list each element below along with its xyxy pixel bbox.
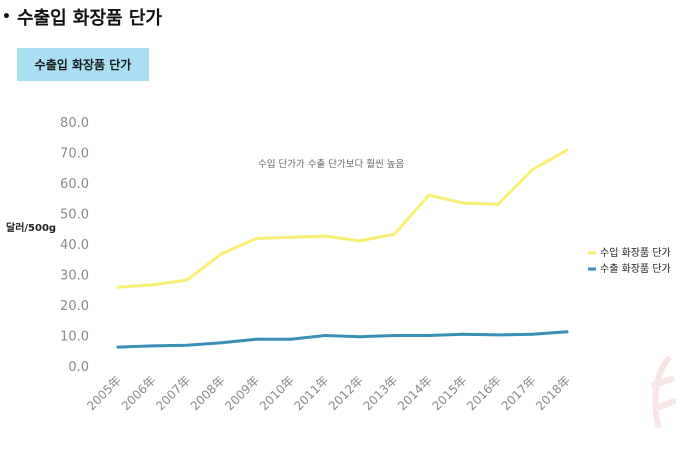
y-tick-label: 20.0 (60, 299, 89, 314)
y-tick-label: 70.0 (60, 147, 89, 162)
data-point-export (116, 345, 120, 349)
data-point-export (323, 334, 327, 337)
x-tick-label: 2007年 (153, 373, 193, 413)
y-tick-label: 30.0 (60, 269, 89, 284)
data-point-import (151, 283, 155, 287)
x-tick-label: 2011年 (291, 373, 331, 413)
x-axis: 2005年2006年2007年2008年2009年2010年2011年2012年… (84, 373, 573, 413)
x-tick-label: 2014年 (395, 373, 435, 413)
y-tick-label: 80.0 (60, 116, 89, 131)
page-title-text: 수출입 화장품 단가 (16, 8, 162, 29)
data-point-import (565, 148, 569, 152)
y-tick-label: 10.0 (60, 330, 89, 345)
data-point-import (358, 239, 362, 243)
x-tick-label: 2010年 (257, 373, 297, 413)
data-point-export (151, 344, 155, 348)
data-point-export (358, 335, 362, 339)
x-tick-label: 2013年 (360, 373, 400, 413)
data-point-export (496, 333, 500, 337)
chart-annotation: 수입 단가가 수출 단가보다 훨씬 높음 (258, 158, 404, 170)
watermark-mark (651, 356, 676, 428)
data-point-export (565, 330, 569, 334)
data-point-export (530, 332, 534, 336)
data-point-export (427, 334, 431, 337)
legend-label-import: 수입 화장품 단가 (600, 246, 671, 259)
data-point-export (461, 332, 465, 336)
data-point-export (220, 341, 224, 345)
x-tick-label: 2006年 (119, 373, 159, 413)
data-point-import (427, 193, 431, 197)
series-lines (116, 148, 569, 349)
data-point-export (185, 343, 189, 347)
data-point-import (185, 278, 189, 282)
data-point-import (220, 252, 224, 256)
legend-label-export: 수출 화장품 단가 (600, 263, 671, 275)
y-tick-label: 40.0 (60, 238, 89, 253)
x-tick-label: 2016年 (464, 373, 504, 413)
y-axis-label: 달러/500g (6, 221, 56, 234)
data-point-import (530, 168, 534, 172)
x-tick-label: 2012年 (326, 373, 366, 413)
data-point-import (461, 201, 465, 205)
data-point-export (392, 334, 396, 337)
page-title: • 수출입 화장품 단가 (2, 4, 162, 30)
data-point-import (323, 234, 327, 238)
data-point-import (254, 237, 258, 241)
bullet-glyph: • (2, 9, 11, 25)
data-point-import (392, 232, 396, 236)
section-tag: 수출입 화장품 단가 (17, 48, 149, 81)
x-tick-label: 2009年 (222, 373, 262, 413)
data-point-import (116, 285, 120, 289)
x-tick-label: 2015年 (430, 373, 470, 413)
y-tick-label: 60.0 (60, 177, 89, 192)
x-tick-label: 2017年 (499, 373, 539, 413)
y-tick-label: 0.0 (68, 360, 89, 375)
series-line-import (116, 148, 569, 289)
y-axis: 80.0 70.0 60.0 50.0 40.0 30.0 20.0 10.0 0.0 (60, 116, 89, 375)
y-tick-label: 50.0 (60, 208, 89, 223)
data-point-export (289, 337, 293, 341)
section-tag-label: 수출입 화장품 단가 (34, 58, 132, 72)
series-line-export (116, 330, 569, 349)
data-point-import (289, 235, 293, 239)
x-tick-label: 2005年 (84, 373, 124, 413)
x-tick-label: 2018年 (533, 373, 573, 413)
data-point-export (254, 337, 258, 341)
x-tick-label: 2008年 (188, 373, 228, 413)
data-point-import (496, 202, 500, 206)
